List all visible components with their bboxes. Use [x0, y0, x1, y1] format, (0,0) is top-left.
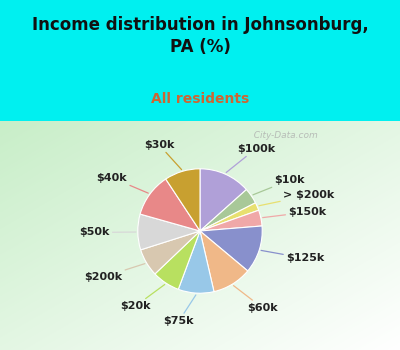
- Text: $60k: $60k: [234, 286, 278, 313]
- Wedge shape: [200, 203, 259, 231]
- Wedge shape: [138, 214, 200, 250]
- Wedge shape: [155, 231, 200, 289]
- Wedge shape: [200, 231, 248, 292]
- Text: $40k: $40k: [96, 173, 148, 193]
- Wedge shape: [178, 231, 214, 293]
- Text: $30k: $30k: [144, 140, 182, 170]
- Text: All residents: All residents: [151, 92, 249, 106]
- Text: $125k: $125k: [261, 250, 324, 263]
- Text: $150k: $150k: [263, 207, 326, 218]
- Text: $20k: $20k: [120, 285, 165, 311]
- Text: Income distribution in Johnsonburg,
PA (%): Income distribution in Johnsonburg, PA (…: [32, 16, 368, 56]
- Text: City-Data.com: City-Data.com: [248, 132, 318, 140]
- Text: > $200k: > $200k: [259, 190, 334, 206]
- Text: $50k: $50k: [80, 228, 136, 237]
- Wedge shape: [200, 210, 262, 231]
- Wedge shape: [200, 190, 256, 231]
- Wedge shape: [141, 231, 200, 274]
- Wedge shape: [200, 169, 246, 231]
- Wedge shape: [140, 179, 200, 231]
- Text: $75k: $75k: [164, 295, 196, 326]
- Text: $200k: $200k: [84, 264, 145, 282]
- Text: $100k: $100k: [226, 144, 275, 173]
- Wedge shape: [166, 169, 200, 231]
- Wedge shape: [200, 226, 262, 271]
- Text: $10k: $10k: [253, 175, 305, 195]
